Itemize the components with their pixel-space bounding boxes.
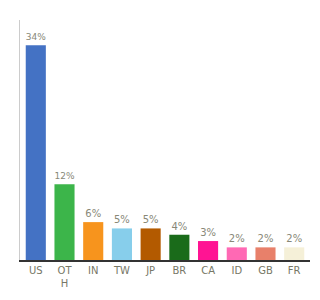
svg-text:JP: JP [145, 265, 155, 276]
svg-text:12%: 12% [54, 171, 74, 181]
svg-text:CA: CA [201, 265, 215, 276]
svg-text:BR: BR [172, 265, 186, 276]
svg-text:GB: GB [258, 265, 273, 276]
svg-text:3%: 3% [200, 227, 216, 238]
svg-text:2%: 2% [229, 233, 245, 244]
svg-text:IN: IN [88, 265, 98, 276]
svg-text:FR: FR [288, 265, 301, 276]
svg-text:TW: TW [113, 265, 130, 276]
svg-text:5%: 5% [143, 214, 159, 225]
svg-text:4%: 4% [171, 221, 187, 232]
svg-text:US: US [29, 265, 43, 276]
svg-text:OTH: OTH [58, 265, 73, 289]
svg-text:34%: 34% [26, 32, 46, 42]
svg-text:6%: 6% [85, 208, 101, 219]
svg-text:2%: 2% [286, 233, 302, 244]
svg-text:ID: ID [231, 265, 242, 276]
svg-text:5%: 5% [114, 214, 130, 225]
svg-text:2%: 2% [258, 233, 274, 244]
